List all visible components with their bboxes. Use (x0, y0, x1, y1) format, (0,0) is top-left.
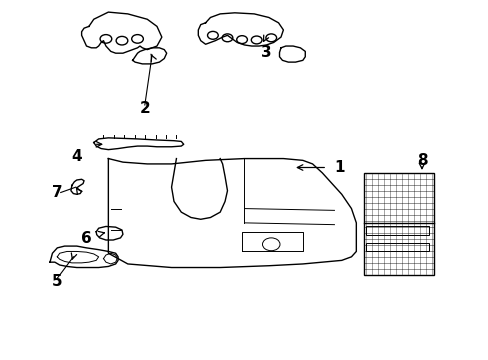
FancyBboxPatch shape (366, 243, 428, 251)
Text: 2: 2 (139, 101, 150, 116)
Text: 5: 5 (52, 274, 62, 289)
Text: 4: 4 (71, 149, 82, 164)
FancyBboxPatch shape (363, 173, 433, 275)
Text: 1: 1 (333, 160, 344, 175)
Text: 8: 8 (416, 153, 427, 168)
Text: 7: 7 (52, 185, 62, 200)
Text: 6: 6 (81, 231, 92, 247)
Text: 3: 3 (261, 45, 271, 60)
FancyBboxPatch shape (366, 226, 428, 235)
